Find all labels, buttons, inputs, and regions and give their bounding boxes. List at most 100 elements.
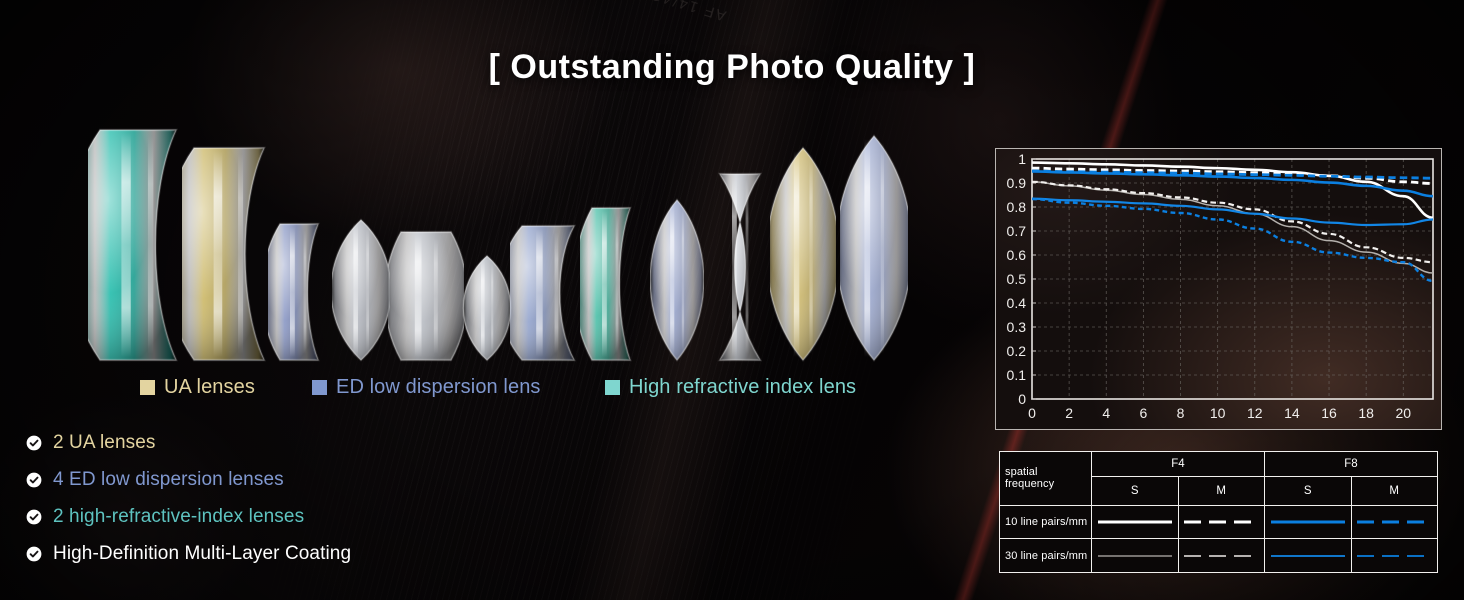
y-axis-tick-label: 0.8	[1007, 199, 1027, 215]
lens-element-4	[329, 210, 393, 370]
table-row-label: 10 line pairs/mm	[999, 504, 1092, 540]
check-circle-icon	[26, 509, 42, 524]
check-circle-icon	[26, 435, 42, 450]
check-circle-icon	[26, 546, 42, 561]
lens-element-11	[765, 138, 841, 370]
x-axis-tick-label: 16	[1321, 405, 1337, 421]
feature-item: High-Definition Multi-Layer Coating	[26, 535, 546, 572]
x-axis-tick-label: 8	[1177, 405, 1185, 421]
lens-material-legend: UA lenses ED low dispersion lens High refr…	[140, 376, 940, 402]
table-aperture-header: F4	[1091, 450, 1265, 478]
table-line-sample-cell	[1091, 504, 1179, 540]
feature-item-label: 2 UA lenses	[53, 431, 156, 453]
table-line-sample-cell	[1091, 538, 1179, 573]
mtf-series-line	[1031, 197, 1434, 283]
table-row: 10 line pairs/mm	[999, 504, 1438, 540]
lens-element-3	[260, 214, 328, 370]
page-title: [ Outstanding Photo Quality ]	[488, 48, 976, 86]
lens-element-7	[497, 216, 584, 370]
legend-item-1: UA lenses	[140, 376, 255, 399]
y-axis-tick-label: 0.2	[1007, 343, 1027, 359]
lens-element-5	[383, 222, 469, 370]
table-corner-label: spatial frequency	[999, 451, 1092, 506]
mtf-chart: 0 0.1 0.2 0.3 0.4 0.5 0.6 0.7 0.8 0.9 1 0 2 4 6 8 10 12 14…	[995, 148, 1442, 430]
chart-gridlines	[1032, 159, 1433, 399]
x-axis-tick-label: 2	[1065, 405, 1073, 421]
y-axis-tick-label: 0.9	[1007, 175, 1027, 191]
table-direction-header: M	[1177, 476, 1265, 506]
table-header-row-aperture: spatial frequency F4 F8	[999, 450, 1438, 506]
table-direction-header: M	[1350, 476, 1438, 506]
y-axis-tick-label: 0.7	[1007, 223, 1027, 239]
lens-element-1	[65, 120, 186, 370]
mtf-series-line	[1031, 161, 1434, 220]
line-sample-icon	[1357, 554, 1432, 557]
table-line-sample-cell	[1350, 538, 1438, 573]
feature-item: 2 UA lenses	[26, 424, 546, 461]
line-sample-icon	[1097, 520, 1172, 524]
line-sample-icon	[1097, 554, 1172, 557]
table-direction-header: S	[1264, 476, 1352, 506]
lens-element-2	[161, 138, 274, 370]
x-axis-tick-label: 4	[1102, 405, 1110, 421]
legend-item-label: High refractive index lens	[629, 376, 857, 398]
y-axis-tick-label: 0.1	[1007, 367, 1027, 383]
line-sample-icon	[1184, 554, 1259, 557]
legend-swatch-icon	[312, 380, 327, 395]
legend-item-label: UA lenses	[164, 376, 255, 398]
table-line-sample-cell	[1264, 504, 1352, 540]
table-line-sample-cell	[1350, 504, 1438, 540]
legend-swatch-icon	[140, 380, 155, 395]
table-row-label: 30 line pairs/mm	[999, 538, 1092, 573]
legend-item-3: High refractive index lens	[605, 376, 856, 399]
lens-element-6	[462, 246, 512, 370]
x-axis-tick-label: 6	[1139, 405, 1147, 421]
feature-list: 2 UA lenses 4 ED low dispersion lenses 2 h…	[26, 424, 546, 572]
feature-item-label: 4 ED low dispersion lenses	[53, 468, 284, 490]
y-axis-tick-label: 1	[1018, 151, 1026, 167]
line-sample-icon	[1357, 520, 1432, 524]
legend-item-label: ED low dispersion lens	[336, 376, 541, 398]
mtf-series-line	[1031, 181, 1434, 274]
x-axis-tick-label: 10	[1210, 405, 1226, 421]
mtf-series-line	[1031, 197, 1434, 227]
x-axis-tick-label: 0	[1028, 405, 1036, 421]
line-sample-icon	[1270, 554, 1345, 557]
check-circle-icon	[26, 472, 42, 487]
feature-item: 2 high-refractive-index lenses	[26, 498, 546, 535]
lens-element-10	[710, 164, 770, 370]
table-line-sample-cell	[1177, 504, 1265, 540]
y-axis-tick-label: 0.3	[1007, 319, 1027, 335]
feature-item: 4 ED low dispersion lenses	[26, 461, 546, 498]
mtf-series-line	[1031, 169, 1434, 180]
lens-element-12	[835, 126, 913, 370]
x-axis-tick-label: 14	[1284, 405, 1300, 421]
table-row: 30 line pairs/mm	[999, 538, 1438, 573]
table-line-sample-cell	[1264, 538, 1352, 573]
line-sample-icon	[1270, 520, 1345, 524]
lens-element-8	[572, 198, 640, 370]
y-axis-tick-label: 0.4	[1007, 295, 1027, 311]
mtf-legend-table: spatial frequency F4 F8 S M S M 10 line pairs/m…	[999, 450, 1438, 573]
legend-item-2: ED low dispersion lens	[312, 376, 541, 399]
feature-item-label: 2 high-refractive-index lenses	[53, 505, 305, 527]
mtf-chart-svg: 00.10.20.30.40.50.60.70.80.910 2 4 6 8 10 12 14…	[1007, 151, 1434, 421]
y-axis-tick-label: 0	[1018, 391, 1026, 407]
x-axis-tick-label: 20	[1396, 405, 1412, 421]
x-axis-tick-label: 12	[1247, 405, 1263, 421]
table-direction-header: S	[1091, 476, 1179, 506]
lens-element-9	[649, 190, 705, 370]
x-axis-tick-label: 18	[1358, 405, 1374, 421]
exploded-lens-diagram	[65, 126, 940, 378]
table-line-sample-cell	[1177, 538, 1265, 573]
y-axis-tick-label: 0.6	[1007, 247, 1027, 263]
line-sample-icon	[1184, 520, 1259, 524]
y-axis-tick-label: 0.5	[1007, 271, 1027, 287]
table-aperture-header: F8	[1264, 450, 1438, 478]
feature-item-label: High-Definition Multi-Layer Coating	[53, 542, 352, 564]
mtf-series-line	[1031, 180, 1434, 264]
lens-barrel-marking: AF 14/4C	[647, 0, 729, 25]
legend-swatch-icon	[605, 380, 620, 395]
